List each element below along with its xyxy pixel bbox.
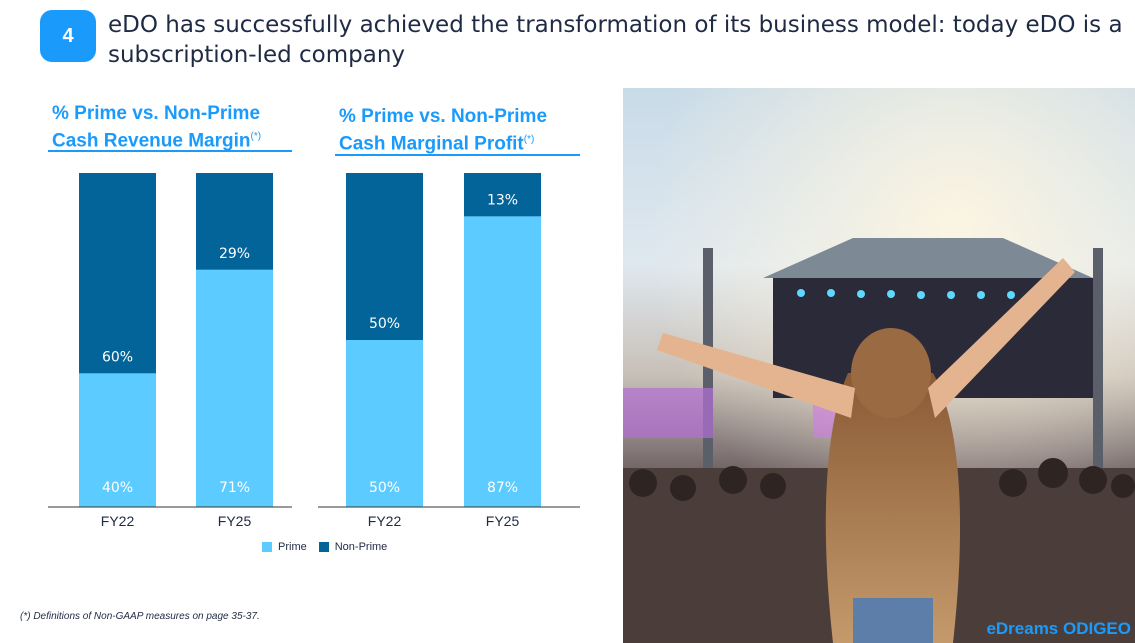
headline-line-1: eDO has successfully achieved the transf…	[108, 12, 1123, 38]
chart-1-bar-prime-fy25	[196, 269, 273, 507]
chart-1-title-line-2-wrap: Cash Revenue Margin(*)	[52, 125, 261, 152]
chart-2-label-non-prime-fy22: 50%	[369, 316, 400, 332]
chart-2-tick-fy22: FY22	[368, 513, 402, 529]
chart-1-label-non-prime-fy25: 29%	[219, 246, 250, 262]
chart-2-title-line-2-wrap: Cash Marginal Profit(*)	[339, 128, 547, 155]
chart-2-bar-prime-fy25	[464, 216, 541, 508]
photo-illustration	[623, 88, 1135, 643]
chart-1-title-marker: (*)	[250, 131, 262, 142]
chart-1-title-line-1: % Prime vs. Non-Prime	[52, 103, 261, 124]
chart-2-bar-prime-fy22	[346, 340, 423, 507]
chart-2-tick-fy25: FY25	[486, 513, 520, 529]
chart-1-label-prime-fy25: 71%	[219, 480, 250, 496]
legend-item-prime: Prime	[262, 541, 307, 553]
brand-logo-edreams-odigeo: eDreams ODIGEO	[986, 619, 1131, 638]
chart-legend: Prime Non-Prime	[262, 541, 399, 553]
chart-2-title-rule	[335, 154, 580, 156]
chart-2-bar-non-prime-fy22	[346, 173, 423, 340]
chart-1-tick-fy22: FY22	[101, 513, 135, 529]
headline-line-2: subscription-led company	[108, 42, 406, 68]
legend-swatch-non-prime	[318, 542, 329, 552]
chart-2-title: % Prime vs. Non-Prime Cash Marginal Prof…	[339, 105, 547, 155]
chart-1-bar-non-prime-fy25	[196, 173, 273, 270]
footnote: (*) Definitions of Non-GAAP measures on …	[20, 611, 260, 622]
chart-2-title-marker: (*)	[523, 134, 535, 145]
chart-1-title-line-2: Cash Revenue Margin	[52, 130, 251, 152]
chart-2-label-prime-fy22: 50%	[369, 480, 400, 496]
chart-2-bar-non-prime-fy25	[464, 173, 541, 217]
chart-1-bar-prime-fy22	[79, 373, 156, 507]
chart-1-tick-fy25: FY25	[218, 513, 252, 529]
chart-1-bar-non-prime-fy22	[79, 173, 156, 374]
legend-item-non-prime: Non-Prime	[318, 541, 388, 553]
chart-2-label-prime-fy25: 87%	[487, 480, 518, 496]
chart-2-label-non-prime-fy25: 13%	[487, 192, 518, 208]
chart-1-title: % Prime vs. Non-Prime Cash Revenue Margi…	[52, 102, 261, 152]
legend-label-prime: Prime	[278, 541, 307, 553]
chart-1-label-prime-fy22: 40%	[102, 480, 133, 496]
festival-crowd-photo: eDreams ODIGEO	[623, 88, 1135, 643]
stacked-bar-charts: 40% 60% FY22 71% 29% FY25 50% 50% FY22 87% 13% FY25	[48, 173, 580, 529]
chart-1-label-non-prime-fy22: 60%	[102, 349, 133, 365]
legend-swatch-prime	[262, 542, 272, 552]
chart-2-title-line-1: % Prime vs. Non-Prime	[339, 106, 548, 127]
section-number-badge: 4	[40, 10, 96, 62]
chart-1-title-rule	[48, 150, 292, 152]
page-headline: eDO has successfully achieved the transf…	[108, 10, 1123, 70]
chart-2-title-line-2: Cash Marginal Profit	[339, 133, 524, 155]
legend-label-non-prime: Non-Prime	[334, 541, 388, 553]
